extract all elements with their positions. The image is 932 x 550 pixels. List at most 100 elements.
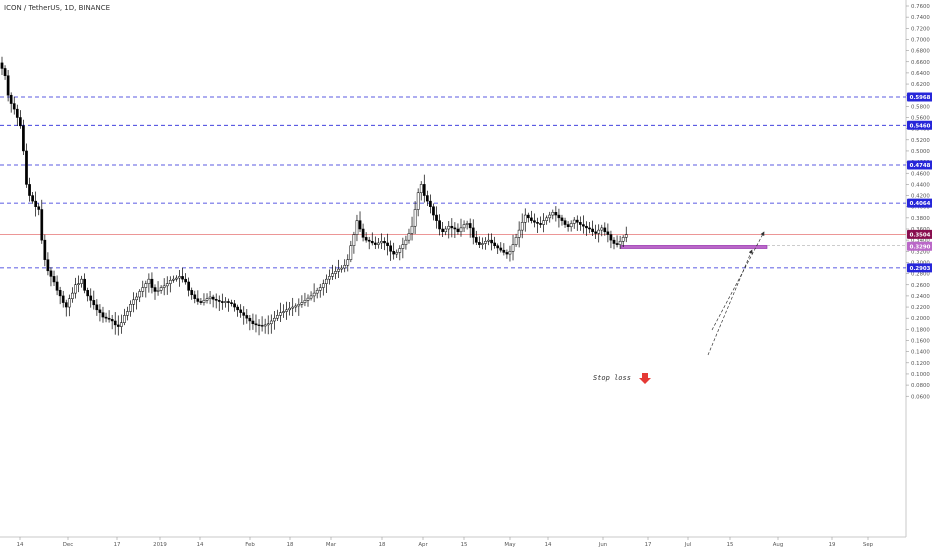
candle-body [389, 245, 392, 252]
y-tick-label: 0.1200 [911, 361, 930, 367]
y-tick-label: 0.3400 [911, 238, 930, 244]
candle-body [129, 304, 132, 312]
candle-body [3, 68, 7, 76]
candle-body [554, 212, 558, 216]
candle-body [58, 290, 62, 297]
candle-body [465, 223, 469, 225]
candle-body [19, 117, 22, 127]
candle-body [77, 283, 80, 286]
candle-body [530, 217, 533, 221]
candle-body [126, 311, 129, 316]
candle-body [523, 214, 527, 223]
candle-body [165, 283, 169, 287]
projection-arrow-1[interactable] [707, 249, 753, 356]
candle-body [462, 224, 466, 229]
candle-body [132, 299, 135, 305]
y-tick-label: 0.0800 [911, 383, 930, 389]
x-tick-label: Apr [418, 542, 428, 548]
candle-body [582, 224, 585, 227]
candle-body [61, 295, 65, 303]
candle-body [285, 309, 288, 312]
candle-body [361, 228, 365, 238]
candle-body [248, 317, 252, 322]
time-axis[interactable]: 14 Dec 17 2019 14 Feb 18 Mar 18 Apr 15 May 14 Jun 17 Ju… [17, 537, 874, 548]
candle-body [187, 281, 191, 291]
candle-body [263, 324, 267, 327]
candle-body [563, 220, 567, 225]
y-tick-label: 0.7600 [911, 4, 930, 10]
candle-body [395, 252, 399, 255]
candle-body [352, 234, 356, 246]
candle-body [551, 212, 555, 216]
candle-body [349, 245, 353, 260]
candle-body [514, 237, 518, 245]
projection-arrows[interactable] [707, 231, 765, 356]
candle-body [153, 287, 157, 292]
x-tick-label: Feb [245, 542, 255, 548]
x-tick-label: Jul [684, 542, 692, 548]
support-zone-rect[interactable] [620, 245, 768, 249]
level-tag-label: 0.4748 [910, 163, 931, 169]
candle-body [205, 298, 209, 301]
last-price-tag [907, 229, 932, 239]
level-tag [907, 198, 932, 208]
candle-body [566, 224, 570, 228]
candle-body [6, 75, 10, 96]
horizontal-levels[interactable] [0, 96, 906, 269]
candle-body [499, 247, 503, 251]
candle-body [227, 301, 230, 303]
candle-body [272, 317, 276, 322]
candle-body [478, 242, 481, 245]
candle-body [487, 239, 490, 242]
candle-body [346, 259, 350, 266]
candle-body [533, 220, 536, 223]
y-tick-label: 0.2400 [911, 294, 930, 300]
projection-arrow-2[interactable] [711, 231, 765, 331]
candle-body [92, 300, 96, 306]
candle-body [422, 184, 426, 196]
y-tick-label: 0.3800 [911, 216, 930, 222]
candle-body [294, 305, 298, 308]
support-zone[interactable] [620, 245, 906, 249]
candle-body [364, 237, 368, 241]
candle-body [468, 223, 472, 229]
chart-title: ICON / TetherUS, 1D, BINANCE [4, 4, 111, 12]
y-tick-label: 0.5800 [911, 104, 930, 110]
annotations: Stop loss [593, 373, 651, 384]
candle-body [618, 241, 622, 245]
candle-body [612, 239, 616, 244]
y-tick-label: 0.4400 [911, 182, 930, 188]
y-tick-label: 0.6800 [911, 49, 930, 55]
candle-body [80, 278, 83, 284]
y-tick-label: 0.7400 [911, 15, 930, 21]
down-arrow-icon [639, 373, 651, 384]
candle-body [502, 249, 506, 253]
y-tick-label: 0.1000 [911, 372, 930, 378]
candle-body [484, 241, 487, 244]
candle-body [178, 276, 181, 279]
candle-body [370, 241, 374, 244]
y-tick-label: 0.2000 [911, 316, 930, 322]
candle-body [520, 222, 524, 231]
candle-body [71, 292, 74, 299]
x-tick-label: Jun [598, 542, 607, 548]
level-tag-label: 0.4064 [910, 201, 931, 207]
candle-body [481, 243, 484, 245]
support-zone-tag-label: 0.3290 [910, 244, 931, 250]
candle-body [377, 242, 380, 245]
candle-body [432, 206, 435, 216]
candle-body [260, 325, 264, 327]
candle-body [282, 311, 285, 313]
candle-body [46, 259, 50, 272]
candle-body [28, 184, 31, 196]
candle-body [107, 317, 111, 320]
candle-body [175, 277, 178, 280]
candle-body [55, 281, 59, 291]
candle-body [162, 285, 166, 288]
candle-body [505, 252, 509, 255]
candle-body [233, 303, 236, 308]
candle-body [398, 248, 402, 253]
candle-body [407, 233, 411, 241]
plot-area [0, 0, 906, 537]
